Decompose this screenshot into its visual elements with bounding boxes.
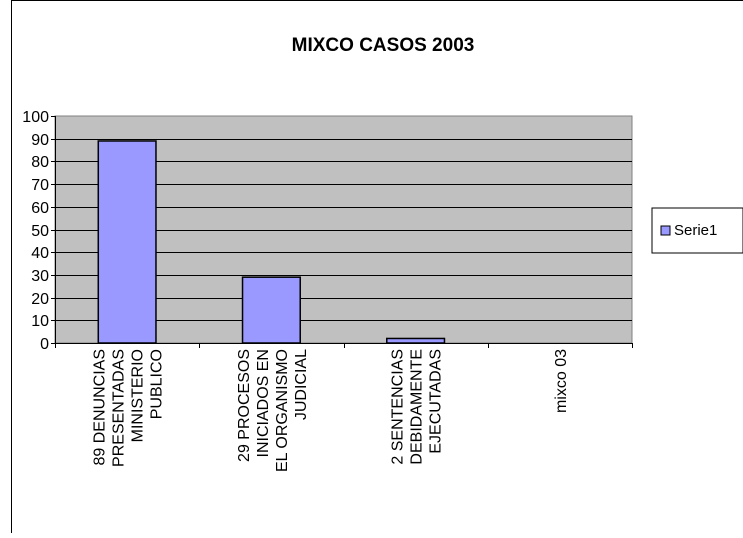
chart-title: MIXCO CASOS 2003 [292, 35, 475, 56]
x-category-label: INICIADOS EN [255, 349, 272, 457]
y-tick-label: 60 [31, 200, 49, 217]
x-category-label: JUDICIAL [293, 349, 310, 420]
x-category-label: EJECUTADAS [428, 349, 445, 454]
bars-group [97, 140, 446, 344]
legend-swatch [660, 225, 671, 236]
x-category-label: PUBLICO [149, 349, 166, 419]
x-category-label: DEBIDAMENTE [409, 349, 426, 465]
bar [241, 276, 301, 344]
y-axis: 0 10 20 30 40 50 60 70 80 90 100 [22, 109, 56, 353]
legend: Serie1 [651, 207, 743, 254]
x-axis: 89 DENUNCIAS PRESENTADAS MINISTERIO PUBLICO… [55, 343, 633, 472]
legend-box [651, 207, 743, 254]
legend-label: Serie1 [674, 222, 717, 239]
y-tick-label: 10 [31, 313, 49, 330]
y-tick-label: 80 [31, 154, 49, 171]
bar [386, 337, 446, 344]
y-tick-label: 0 [40, 336, 49, 353]
x-category-label: mixco 03 [553, 349, 570, 413]
y-tick-label: 30 [31, 268, 49, 285]
y-tick-label: 90 [31, 132, 49, 149]
x-category-label: 29 PROCESOS [236, 349, 253, 462]
x-category-label: 89 DENUNCIAS [92, 349, 109, 465]
y-tick-label: 70 [31, 177, 49, 194]
y-tick-label: 20 [31, 291, 49, 308]
x-category-label: MINISTERIO [130, 349, 147, 442]
y-tick-label: 100 [22, 109, 49, 126]
x-category-label: PRESENTADAS [111, 349, 128, 467]
x-category-label: EL ORGANISMO [274, 349, 291, 472]
x-category-label: 2 SENTENCIAS [390, 349, 407, 465]
y-tick-label: 40 [31, 245, 49, 262]
bar [97, 140, 157, 344]
y-tick-label: 50 [31, 223, 49, 240]
